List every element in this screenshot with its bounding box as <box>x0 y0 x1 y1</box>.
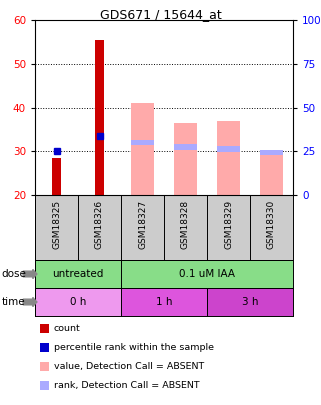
Bar <box>260 149 283 155</box>
Text: GDS671 / 15644_at: GDS671 / 15644_at <box>100 8 221 21</box>
Bar <box>35 260 121 288</box>
Bar <box>260 153 283 195</box>
Bar <box>95 40 104 195</box>
Text: 0.1 uM IAA: 0.1 uM IAA <box>179 269 235 279</box>
Bar <box>121 288 207 316</box>
Bar <box>217 147 240 152</box>
Text: 3 h: 3 h <box>242 297 258 307</box>
Bar <box>217 121 240 195</box>
Bar <box>52 158 61 195</box>
Bar <box>174 144 197 149</box>
Text: GSM18326: GSM18326 <box>95 200 104 249</box>
Bar <box>174 123 197 195</box>
Bar <box>207 288 293 316</box>
Text: rank, Detection Call = ABSENT: rank, Detection Call = ABSENT <box>54 381 200 390</box>
Text: untreated: untreated <box>52 269 104 279</box>
Text: count: count <box>54 324 81 333</box>
Text: dose: dose <box>2 269 26 279</box>
Text: GSM18328: GSM18328 <box>181 200 190 249</box>
Text: GSM18325: GSM18325 <box>52 200 61 249</box>
Text: GSM18330: GSM18330 <box>267 200 276 249</box>
Text: percentile rank within the sample: percentile rank within the sample <box>54 343 214 352</box>
Text: GSM18327: GSM18327 <box>138 200 147 249</box>
Text: 1 h: 1 h <box>156 297 172 307</box>
Text: value, Detection Call = ABSENT: value, Detection Call = ABSENT <box>54 362 204 371</box>
Text: 0 h: 0 h <box>70 297 86 307</box>
Text: time: time <box>2 297 25 307</box>
Text: GSM18329: GSM18329 <box>224 200 233 249</box>
Bar <box>121 260 293 288</box>
Bar <box>35 288 121 316</box>
Bar <box>131 140 154 145</box>
Bar <box>131 103 154 195</box>
